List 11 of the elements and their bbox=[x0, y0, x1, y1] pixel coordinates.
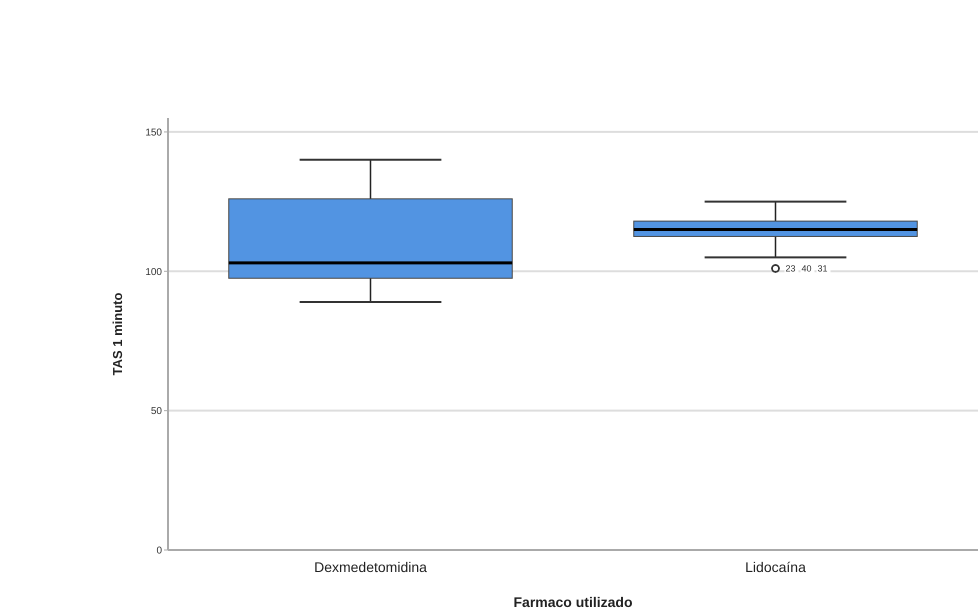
annotation: 31 bbox=[818, 264, 828, 274]
annotation: 40 bbox=[802, 264, 812, 274]
y-tick-label: 150 bbox=[145, 127, 162, 138]
y-tick-label: 0 bbox=[156, 546, 162, 556]
x-tick-label: Dexmedetomidina bbox=[314, 559, 428, 575]
y-axis-title: TAS 1 minuto bbox=[110, 292, 125, 376]
y-tick-label: 100 bbox=[145, 266, 162, 278]
annotation: 23 bbox=[786, 264, 796, 274]
x-axis-title: Farmaco utilizado bbox=[513, 594, 633, 610]
y-tick-label: 50 bbox=[150, 406, 162, 418]
x-tick-label: Lidocaína bbox=[745, 559, 806, 575]
